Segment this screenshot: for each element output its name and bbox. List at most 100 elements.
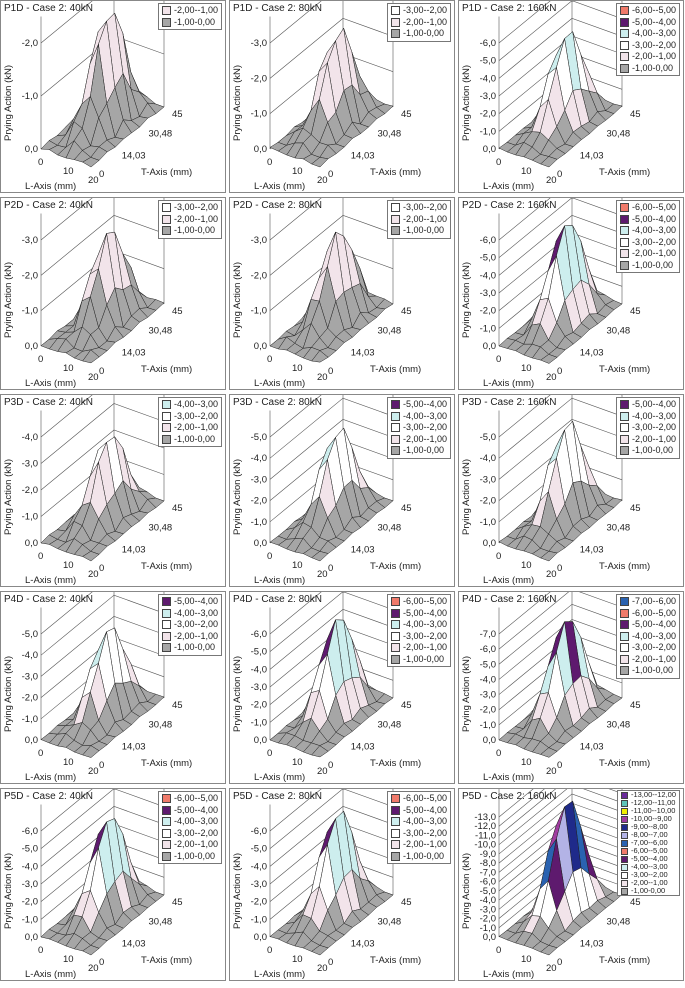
surface-chart: 0,0 -1,0 -2,0 -3,0 -4,0 -5,0 -6,0 0 10 20 0 14,03 30… bbox=[458, 197, 684, 390]
legend-item: -1,00-0,00 bbox=[161, 851, 218, 863]
legend-item: -3,00--2,00 bbox=[619, 237, 676, 249]
legend-item: -5,00--4,00 bbox=[161, 596, 218, 608]
legend-item: -5,00--4,00 bbox=[620, 855, 676, 863]
legend-item: -2,00--1,00 bbox=[161, 631, 218, 643]
legend-label: -1,00-0,00 bbox=[402, 28, 444, 38]
legend-item: -1,00-0,00 bbox=[390, 653, 447, 666]
legend-item: -6,00--5,00 bbox=[390, 596, 447, 608]
l-tick-label: 10 bbox=[292, 757, 303, 768]
z-tick-label: 0,0 bbox=[254, 538, 267, 549]
z-tick-label: 0,0 bbox=[254, 144, 267, 155]
z-tick-label: 0,0 bbox=[483, 538, 496, 549]
z-tick-label: 0,0 bbox=[483, 932, 496, 943]
gridline bbox=[269, 395, 393, 438]
chart-title: P2D - Case 2: 40kN bbox=[4, 200, 93, 211]
l-axis-title: L-Axis (mm) bbox=[483, 575, 534, 586]
z-tick-label: -8,0 bbox=[480, 858, 496, 869]
z-tick-label: -2,0 bbox=[251, 73, 267, 84]
surface-chart: 0,0 -1,0 -2,0 -3,0 -4,0 -5,0 -6,0 0 10 20 0 14,03 30… bbox=[229, 788, 455, 981]
legend-swatch bbox=[390, 805, 400, 815]
t-tick-label: 0 bbox=[557, 760, 562, 771]
t-tick-label: 45 bbox=[401, 700, 412, 711]
t-tick-label: 14,03 bbox=[580, 150, 604, 161]
legend-label: -5,00--4,00 bbox=[402, 607, 447, 618]
z-tick-label: 0,0 bbox=[254, 735, 267, 746]
z-tick-label: -4,0 bbox=[480, 674, 496, 685]
legend-swatch bbox=[619, 411, 629, 421]
legend-swatch bbox=[390, 620, 400, 630]
z-tick-label: -1,0 bbox=[22, 914, 38, 925]
legend-item: -13,00--12,00 bbox=[620, 791, 676, 799]
chart-title: P1D - Case 2: 160kN bbox=[462, 3, 557, 14]
z-tick-label: -11,0 bbox=[475, 830, 496, 841]
y-axis-title: Prying Action (kN) bbox=[3, 853, 14, 929]
legend-label: -1,00-0,00 bbox=[402, 653, 444, 664]
legend-item: -3,00--2,00 bbox=[390, 631, 447, 643]
z-tick-label: -3,0 bbox=[22, 879, 38, 890]
legend-swatch bbox=[390, 203, 400, 213]
legend-item: -8,00--7,00 bbox=[620, 831, 676, 839]
legend-swatch bbox=[619, 400, 629, 410]
y-axis-title: Prying Action (kN) bbox=[3, 65, 14, 141]
legend-swatch bbox=[161, 226, 171, 236]
chart-plot: 0,0-1,0-2,0-3,0-4,0-5,0-6,001020014,0330… bbox=[461, 1, 650, 192]
t-tick-label: 30,48 bbox=[148, 522, 172, 533]
legend: -6,00--5,00 -5,00--4,00 -4,00--3,00 -3,00--… bbox=[615, 3, 680, 76]
legend-swatch bbox=[619, 214, 629, 224]
l-tick-label: 20 bbox=[317, 372, 328, 383]
chart-plot: 0,0-1,0-2,0-3,0-4,0-5,0-6,001020014,0330… bbox=[232, 592, 421, 783]
legend-label: -1,00-0,00 bbox=[630, 886, 666, 895]
legend-item: -1,00-0,00 bbox=[161, 434, 218, 446]
t-tick-label: 0 bbox=[557, 563, 562, 574]
legend-label: -1,00-0,00 bbox=[402, 225, 444, 235]
t-axis-title: T-Axis (mm) bbox=[141, 758, 192, 769]
legend-label: -6,00--5,00 bbox=[173, 793, 218, 803]
legend-label: -5,00--4,00 bbox=[631, 619, 676, 629]
z-tick-label: -4,0 bbox=[480, 73, 496, 84]
y-axis-title: Prying Action (kN) bbox=[461, 656, 472, 732]
legend-label: -4,00--3,00 bbox=[631, 225, 676, 235]
t-tick-label: 0 bbox=[328, 366, 333, 377]
legend-label: -3,00--2,00 bbox=[173, 827, 218, 838]
z-tick-label: 0,0 bbox=[483, 735, 496, 746]
chart-plot: 0,0-1,0-2,0-3,001020014,0330,4845L-Axis … bbox=[3, 198, 192, 389]
t-tick-label: 30,48 bbox=[377, 522, 401, 533]
t-tick-label: 0 bbox=[99, 169, 104, 180]
z-tick-label: -5,0 bbox=[251, 647, 267, 658]
l-tick-label: 0 bbox=[38, 354, 43, 365]
z-tick-label: 0,0 bbox=[25, 144, 38, 155]
legend-label: -6,00--5,00 bbox=[631, 607, 676, 618]
t-tick-label: 14,03 bbox=[122, 150, 146, 161]
legend-swatch bbox=[620, 815, 628, 823]
t-tick-label: 45 bbox=[630, 700, 641, 711]
gridline bbox=[498, 395, 622, 438]
surface-patch bbox=[82, 945, 100, 956]
legend-swatch bbox=[619, 40, 629, 50]
z-tick-label: -4,0 bbox=[251, 453, 267, 464]
legend-swatch bbox=[619, 6, 629, 16]
legend-swatch bbox=[620, 807, 628, 815]
t-tick-label: 45 bbox=[172, 897, 183, 908]
legend-swatch bbox=[620, 799, 628, 807]
gridline bbox=[498, 592, 622, 635]
chart-plot: 0,0-1,0-2,0-3,0-4,0-5,001020014,0330,484… bbox=[3, 592, 192, 783]
legend-item: -7,00--6,00 bbox=[619, 596, 676, 608]
z-tick-label: -4,0 bbox=[22, 432, 38, 443]
t-tick-label: 45 bbox=[401, 503, 412, 514]
t-axis-title: T-Axis (mm) bbox=[599, 758, 650, 769]
legend-label: -2,00--1,00 bbox=[631, 248, 676, 258]
surface-chart: 0,0 -1,0 -2,0 -3,0 -4,0 -5,0 -6,0 -7,0 0 10 20 0 14,… bbox=[458, 591, 684, 784]
legend-swatch bbox=[390, 654, 400, 664]
legend-label: -2,00--1,00 bbox=[631, 433, 676, 444]
l-tick-label: 0 bbox=[267, 354, 272, 365]
t-tick-label: 14,03 bbox=[351, 741, 375, 752]
z-tick-label: -2,0 bbox=[22, 693, 38, 704]
z-tick-label: -2,0 bbox=[22, 485, 38, 496]
surface-patch bbox=[540, 156, 558, 168]
legend-label: -6,00--5,00 bbox=[631, 202, 676, 212]
legend-item: -4,00--3,00 bbox=[390, 411, 447, 423]
z-tick-label: -2,0 bbox=[251, 897, 267, 908]
z-tick-label: -3,0 bbox=[22, 671, 38, 682]
l-axis-title: L-Axis (mm) bbox=[483, 181, 534, 192]
